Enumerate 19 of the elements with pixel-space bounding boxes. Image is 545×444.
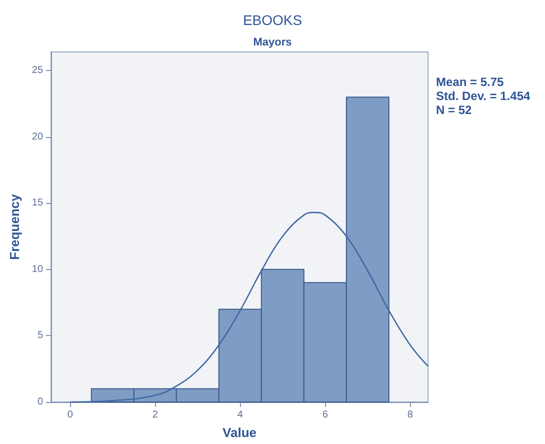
text: Std. Dev. = 1.454 <box>436 89 530 103</box>
line-series <box>70 212 429 403</box>
y-tick-label: 0 <box>37 396 44 408</box>
x-tick-label: 6 <box>322 410 328 420</box>
y-tick-label: 15 <box>32 198 44 209</box>
text: N = 52 <box>436 103 472 117</box>
chart-title: EBOOKS <box>242 12 302 28</box>
x-tick-label: 2 <box>152 410 158 420</box>
y-tick-label: 20 <box>32 131 44 142</box>
x-tick-label: 8 <box>407 410 414 420</box>
text: Mean = 5.75 <box>436 75 504 89</box>
x-tick-label: 4 <box>237 410 244 420</box>
y-tick-label: 25 <box>32 65 44 76</box>
x-tick-label: 0 <box>67 410 74 420</box>
chart-subtitle: Mayors <box>253 36 292 48</box>
y-axis-title: Frequency <box>7 193 22 260</box>
y-tick-label: 5 <box>37 330 44 342</box>
y-tick-label: 10 <box>32 264 44 275</box>
x-axis-title: Value <box>222 425 256 440</box>
